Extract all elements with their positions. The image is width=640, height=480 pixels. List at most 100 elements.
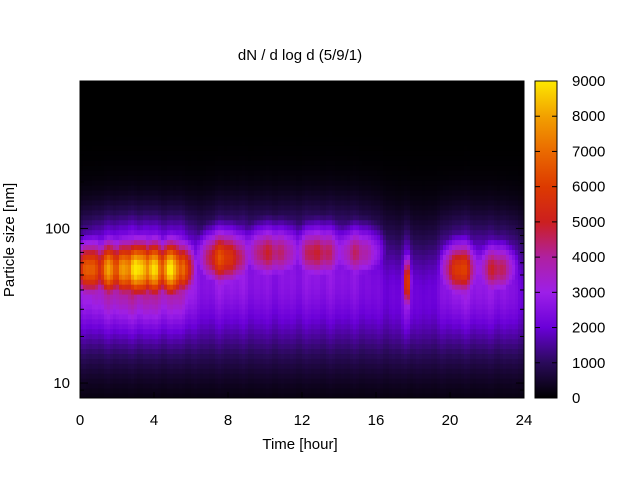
heatmap-cell <box>284 95 288 102</box>
heatmap-cell <box>95 343 99 350</box>
heatmap-cell <box>287 318 291 325</box>
heatmap-cell <box>284 185 288 191</box>
heatmap-cell <box>224 145 228 151</box>
heatmap-cell <box>242 318 246 325</box>
heatmap-cell <box>140 160 144 166</box>
heatmap-cell <box>251 199 255 206</box>
heatmap-cell <box>182 393 186 398</box>
heatmap-cell <box>311 333 315 340</box>
heatmap-cell <box>224 269 228 275</box>
heatmap-cell <box>278 383 282 389</box>
heatmap-cell <box>143 274 147 280</box>
heatmap-cell <box>125 313 129 320</box>
heatmap-cell <box>119 254 123 260</box>
heatmap-cell <box>176 95 180 102</box>
heatmap-cell <box>242 219 246 226</box>
heatmap-cell <box>86 284 90 290</box>
heatmap-cell <box>248 214 252 221</box>
heatmap-cell <box>236 373 240 379</box>
heatmap-cell <box>191 363 195 369</box>
heatmap-cell <box>119 393 123 398</box>
heatmap-cell <box>143 244 147 250</box>
heatmap-cell <box>260 160 264 166</box>
heatmap-cell <box>251 95 255 102</box>
heatmap-cell <box>173 289 177 295</box>
heatmap-cell <box>125 388 129 394</box>
heatmap-cell <box>128 279 132 285</box>
heatmap-cell <box>110 185 114 191</box>
heatmap-cell <box>158 140 162 146</box>
heatmap-cell <box>233 254 237 260</box>
heatmap-cell <box>164 165 168 171</box>
heatmap-cell <box>197 363 201 369</box>
heatmap-cell <box>191 125 195 132</box>
heatmap-cell <box>83 338 87 345</box>
heatmap-cell <box>275 170 279 176</box>
heatmap-cell <box>281 180 285 186</box>
heatmap-cell <box>137 343 141 350</box>
heatmap-cell <box>203 150 207 156</box>
heatmap-cell <box>209 85 213 92</box>
heatmap-cell <box>200 130 204 137</box>
heatmap-cell <box>110 373 114 379</box>
heatmap-cell <box>125 363 129 369</box>
heatmap-cell <box>242 298 246 305</box>
heatmap-cell <box>275 165 279 171</box>
heatmap-cell <box>236 120 240 127</box>
heatmap-cell <box>149 100 153 107</box>
heatmap-cell <box>284 100 288 107</box>
heatmap-cell <box>278 165 282 171</box>
heatmap-cell <box>149 259 153 265</box>
heatmap-cell <box>263 135 267 142</box>
heatmap-cell <box>206 333 210 340</box>
heatmap-cell <box>299 219 303 226</box>
heatmap-cell <box>290 274 294 280</box>
heatmap-cell <box>248 130 252 137</box>
heatmap-cell <box>155 155 159 161</box>
heatmap-cell <box>140 303 144 310</box>
heatmap-cell <box>128 170 132 176</box>
heatmap-cell <box>242 383 246 389</box>
heatmap-cell <box>188 120 192 127</box>
heatmap-cell <box>293 214 297 221</box>
heatmap-cell <box>104 175 108 181</box>
heatmap-cell <box>206 318 210 325</box>
heatmap-cell <box>308 170 312 176</box>
heatmap-cell <box>104 279 108 285</box>
heatmap-cell <box>179 298 183 305</box>
heatmap-cell <box>194 160 198 166</box>
heatmap-cell <box>158 199 162 206</box>
heatmap-cell <box>158 338 162 345</box>
heatmap-cell <box>98 293 102 300</box>
heatmap-cell <box>110 120 114 127</box>
heatmap-cell <box>134 135 138 142</box>
heatmap-cell <box>143 229 147 236</box>
heatmap-cell <box>281 224 285 231</box>
heatmap-cell <box>233 199 237 206</box>
heatmap-cell <box>191 388 195 394</box>
heatmap-cell <box>83 289 87 295</box>
heatmap-cell <box>233 175 237 181</box>
heatmap-cell <box>236 194 240 201</box>
heatmap-cell <box>221 363 225 369</box>
heatmap-cell <box>119 145 123 151</box>
heatmap-cell <box>215 145 219 151</box>
heatmap-cell <box>173 373 177 379</box>
heatmap-cell <box>149 140 153 146</box>
heatmap-cell <box>188 303 192 310</box>
heatmap-cell <box>152 199 156 206</box>
heatmap-cell <box>185 368 189 374</box>
heatmap-cell <box>287 279 291 285</box>
heatmap-cell <box>245 378 249 384</box>
heatmap-cell <box>80 328 84 335</box>
heatmap-cell <box>284 313 288 320</box>
heatmap-cell <box>134 358 138 364</box>
heatmap-cell <box>89 284 93 290</box>
heatmap-cell <box>89 185 93 191</box>
heatmap-cell <box>239 298 243 305</box>
heatmap-cell <box>170 209 174 216</box>
heatmap-cell <box>140 269 144 275</box>
heatmap-cell <box>239 105 243 112</box>
heatmap-cell <box>143 204 147 211</box>
heatmap-cell <box>167 135 171 142</box>
